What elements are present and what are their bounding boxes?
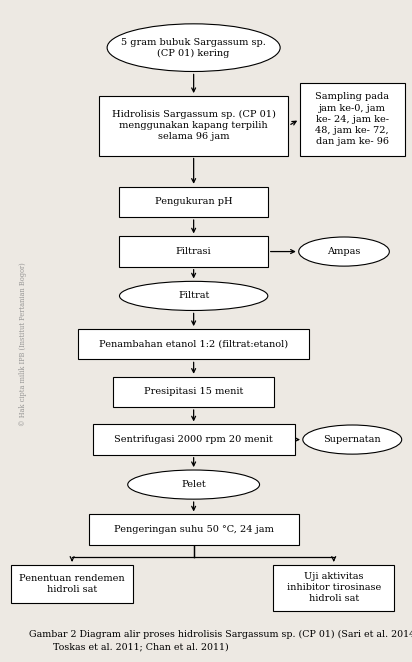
FancyBboxPatch shape [89, 514, 299, 545]
FancyBboxPatch shape [119, 187, 268, 217]
FancyBboxPatch shape [99, 96, 288, 156]
Text: Pengukuran pH: Pengukuran pH [155, 197, 232, 207]
Ellipse shape [299, 237, 389, 266]
Text: Ampas: Ampas [327, 247, 361, 256]
Text: Presipitasi 15 menit: Presipitasi 15 menit [144, 387, 243, 397]
Ellipse shape [107, 24, 280, 71]
FancyBboxPatch shape [11, 565, 133, 603]
Text: Pelet: Pelet [181, 480, 206, 489]
Text: Uji aktivitas
inhibitor tirosinase
hidroli sat: Uji aktivitas inhibitor tirosinase hidro… [287, 572, 381, 604]
FancyBboxPatch shape [113, 377, 274, 407]
Text: Sentrifugasi 2000 rpm 20 menit: Sentrifugasi 2000 rpm 20 menit [114, 435, 273, 444]
Ellipse shape [303, 425, 402, 454]
Text: Supernatan: Supernatan [323, 435, 381, 444]
FancyBboxPatch shape [273, 565, 394, 611]
Text: Pengeringan suhu 50 °C, 24 jam: Pengeringan suhu 50 °C, 24 jam [114, 525, 274, 534]
FancyBboxPatch shape [300, 83, 405, 156]
Ellipse shape [128, 470, 260, 499]
Text: Gambar 2 Diagram alir proses hidrolisis Sargassum sp. (CP 01) (Sari et al. 2014;: Gambar 2 Diagram alir proses hidrolisis … [29, 630, 412, 651]
Text: Hidrolisis Sargassum sp. (CP 01)
menggunakan kapang terpilih
selama 96 jam: Hidrolisis Sargassum sp. (CP 01) menggun… [112, 110, 276, 142]
Text: © Hak cipta milik IPB (Institut Pertanian Bogor): © Hak cipta milik IPB (Institut Pertania… [19, 262, 27, 426]
Text: Penentuan rendemen
hidroli sat: Penentuan rendemen hidroli sat [19, 574, 125, 594]
FancyBboxPatch shape [119, 236, 268, 267]
FancyBboxPatch shape [93, 424, 295, 455]
FancyBboxPatch shape [78, 329, 309, 359]
Text: 5 gram bubuk Sargassum sp.
(CP 01) kering: 5 gram bubuk Sargassum sp. (CP 01) kerin… [121, 38, 266, 58]
Ellipse shape [119, 281, 268, 310]
Text: Sampling pada
jam ke-0, jam
ke- 24, jam ke-
48, jam ke- 72,
dan jam ke- 96: Sampling pada jam ke-0, jam ke- 24, jam … [315, 93, 389, 146]
Text: Filtrat: Filtrat [178, 291, 209, 301]
Text: Filtrasi: Filtrasi [176, 247, 211, 256]
Text: Penambahan etanol 1:2 (filtrat:etanol): Penambahan etanol 1:2 (filtrat:etanol) [99, 340, 288, 349]
